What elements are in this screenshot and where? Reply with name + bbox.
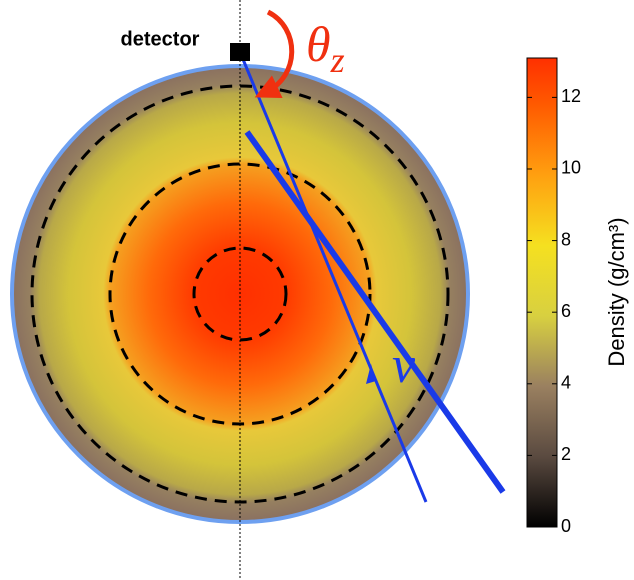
particle-label: ν	[392, 337, 416, 394]
tick-label: 0	[561, 516, 571, 536]
colorbar	[527, 58, 557, 527]
tick-label: 10	[561, 158, 581, 178]
tick-label: 4	[561, 373, 571, 393]
tick-label: 6	[561, 301, 571, 321]
diagram: detector θz ν Density (g/cm³) 0 2 4 6 8 10 12	[0, 0, 634, 580]
tick-label: 2	[561, 444, 571, 464]
angle-label: θz	[306, 16, 345, 80]
detector-label: detector	[121, 28, 200, 50]
colorbar-label: Density (g/cm³)	[604, 217, 629, 366]
detector	[230, 43, 250, 61]
tick-label: 12	[561, 86, 581, 106]
tick-label: 8	[561, 229, 571, 249]
